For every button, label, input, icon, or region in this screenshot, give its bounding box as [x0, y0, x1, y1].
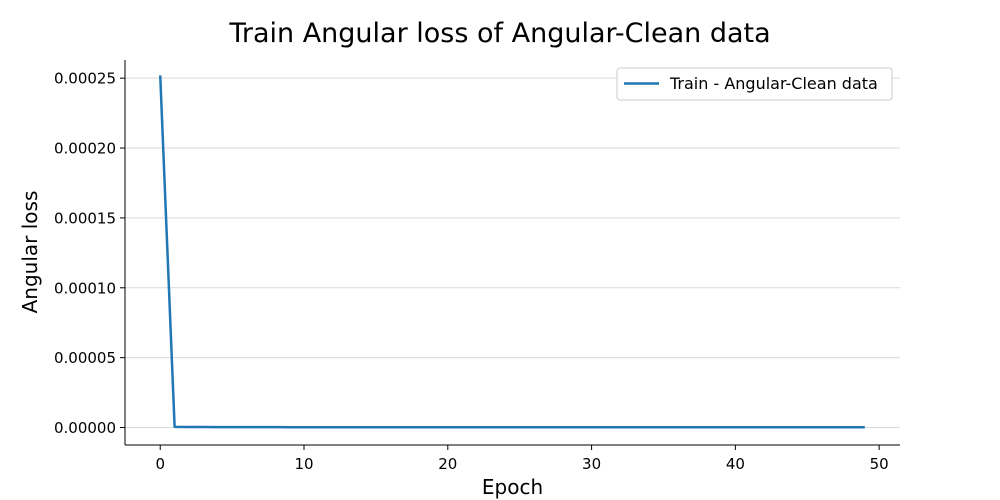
- y-axis-label: Angular loss: [18, 191, 42, 314]
- x-tick-label: 20: [438, 455, 457, 473]
- series-line-train: [158, 75, 865, 429]
- legend-box: [616, 67, 893, 101]
- x-tick-label: 0: [155, 455, 165, 473]
- x-tick-label: 50: [870, 455, 889, 473]
- legend-label-train: Train - Angular-Clean data: [669, 74, 878, 93]
- y-tick-label: 0.00015: [54, 209, 116, 227]
- y-tick-label: 0.00000: [54, 419, 116, 437]
- series-layer: [158, 75, 865, 429]
- y-tick-label: 0.00020: [54, 140, 116, 158]
- x-tick-label: 40: [726, 455, 745, 473]
- x-axis-label: Epoch: [482, 475, 543, 499]
- y-ticks: 0.00000 0.00005 0.00010 0.00015 0.00020 0.000…: [54, 70, 125, 437]
- axes: [124, 60, 900, 446]
- chart-title: Train Angular loss of Angular-Clean data: [228, 18, 770, 49]
- y-tick-label: 0.00025: [54, 70, 116, 88]
- x-tick-label: 30: [582, 455, 601, 473]
- y-tick-label: 0.00010: [54, 279, 116, 297]
- x-tick-label: 10: [294, 455, 313, 473]
- x-ticks: 0 10 20 30 40 50: [155, 445, 889, 473]
- y-tick-label: 0.00005: [54, 349, 116, 367]
- grid: [125, 77, 900, 429]
- legend: Train - Angular-Clean data: [616, 67, 893, 101]
